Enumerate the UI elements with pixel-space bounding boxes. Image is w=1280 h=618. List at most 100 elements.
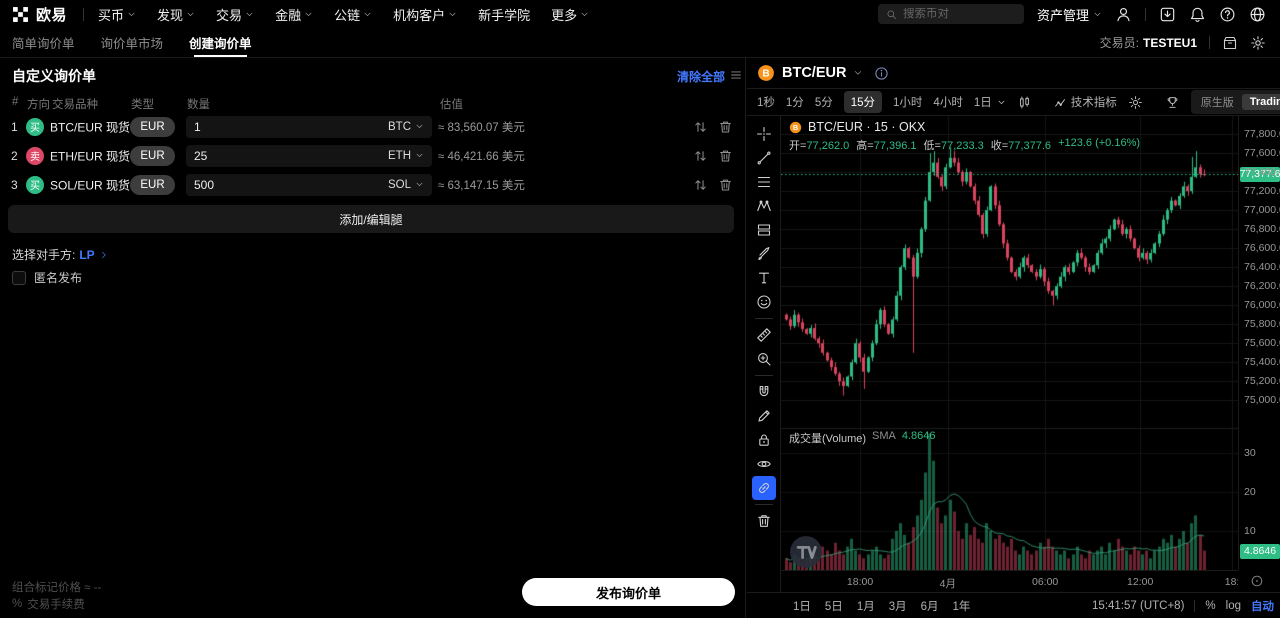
search-box[interactable] (877, 4, 1024, 24)
chart-settings-icon[interactable] (1128, 95, 1143, 110)
hide-drawings-tool[interactable] (752, 452, 776, 476)
range-1y[interactable]: 1年 (952, 600, 971, 613)
help-icon[interactable] (1219, 6, 1236, 23)
currency-pill[interactable]: EUR (130, 145, 175, 166)
swap-icon[interactable] (693, 119, 708, 134)
timeframe-1d[interactable]: 1日 (973, 97, 992, 109)
fib-tool[interactable] (752, 170, 776, 194)
language-icon[interactable] (1249, 6, 1266, 23)
menu-item-buy-crypto[interactable]: 买币 (98, 5, 136, 24)
okx-logo[interactable]: 欧易 (12, 4, 67, 25)
instrument-selector[interactable]: SOL/EUR 现货 (50, 178, 131, 192)
zoom-tool[interactable] (752, 347, 776, 371)
download-app-icon[interactable] (1159, 6, 1176, 23)
menu-item-trade[interactable]: 交易 (216, 5, 254, 24)
unit-dropdown[interactable]: SOL (388, 179, 424, 191)
sync-drawings-tool[interactable] (751, 476, 776, 500)
instrument-selector[interactable]: ETH/EUR 现货 (50, 149, 131, 163)
lock-drawings-tool[interactable] (752, 428, 776, 452)
menu-item-chain[interactable]: 公链 (334, 5, 372, 24)
search-input[interactable] (902, 8, 1016, 20)
unit-dropdown[interactable]: ETH (388, 150, 424, 162)
native-version-option[interactable]: 原生版 (1200, 97, 1234, 109)
delete-leg-icon[interactable] (718, 177, 733, 192)
range-5d[interactable]: 5日 (824, 600, 843, 613)
brush-tool[interactable] (752, 242, 776, 266)
pattern-tool[interactable] (752, 194, 776, 218)
panel-menu-icon[interactable] (729, 68, 743, 82)
amount-input[interactable] (194, 177, 388, 192)
candle-style-icon[interactable] (1017, 95, 1032, 110)
menu-item-discover[interactable]: 发现 (157, 5, 195, 24)
position-tool[interactable] (752, 218, 776, 242)
user-icon[interactable] (1115, 6, 1132, 23)
amount-input[interactable] (194, 148, 388, 163)
time-axis[interactable]: 18:00 4月 06:00 12:00 18: (781, 570, 1238, 592)
percent-scale-button[interactable]: % (1205, 599, 1216, 612)
row-index: 1 (11, 119, 18, 134)
drawing-mode-tool[interactable] (752, 404, 776, 428)
menu-item-institutions[interactable]: 机构客户 (393, 5, 457, 24)
notifications-icon[interactable] (1189, 6, 1206, 23)
chart-display-icon[interactable] (1165, 95, 1180, 110)
range-1d[interactable]: 1日 (793, 600, 811, 613)
publish-rfq-button[interactable]: 发布询价单 (522, 578, 735, 606)
go-to-realtime-icon[interactable] (1250, 574, 1264, 588)
indicators-button[interactable]: 技术指标 (1054, 94, 1117, 110)
chart-pair-selector[interactable]: BTC/EUR (782, 65, 847, 81)
menu-item-finance[interactable]: 金融 (275, 5, 313, 24)
instrument-selector[interactable]: BTC/EUR 现货 (50, 120, 131, 134)
settings-icon[interactable] (1250, 35, 1266, 51)
chevron-down-icon (415, 180, 424, 189)
price-axis[interactable]: 77,377.6 4.8646 77,800.0 77,600.0 77,400.0… (1238, 116, 1280, 570)
delete-leg-icon[interactable] (718, 119, 733, 134)
timeframe-15m[interactable]: 15分 (843, 91, 883, 113)
timeframe-1m[interactable]: 1分 (785, 97, 804, 109)
range-6mo[interactable]: 6月 (920, 600, 939, 613)
chevron-down-icon[interactable] (853, 68, 863, 78)
orders-history-icon[interactable] (1222, 35, 1238, 51)
chevron-right-icon[interactable] (112, 151, 122, 161)
tab-simple-rfq[interactable]: 简单询价单 (12, 37, 75, 51)
add-edit-legs-button[interactable]: 添加/编辑腿 (8, 205, 734, 233)
emoji-tool[interactable] (752, 290, 776, 314)
tab-rfq-market[interactable]: 询价单市场 (100, 37, 164, 51)
anonymous-checkbox[interactable] (12, 270, 26, 285)
currency-pill[interactable]: EUR (130, 174, 175, 195)
range-1mo[interactable]: 1月 (856, 600, 875, 613)
auto-scale-button[interactable]: 自动 (1251, 600, 1274, 613)
counterparty-link[interactable]: LP (79, 247, 95, 262)
crosshair-tool[interactable] (752, 122, 776, 146)
text-tool[interactable] (752, 266, 776, 290)
swap-icon[interactable] (693, 148, 708, 163)
range-3mo[interactable]: 3月 (888, 600, 907, 613)
price-chart-canvas[interactable] (781, 116, 1238, 570)
tab-create-rfq[interactable]: 创建询价单 (189, 28, 252, 57)
timeframe-5m[interactable]: 5分 (814, 97, 833, 109)
menu-item-more[interactable]: 更多 (551, 5, 589, 24)
amount-input[interactable] (194, 119, 388, 134)
unit-dropdown[interactable]: BTC (388, 121, 424, 133)
tradingview-option[interactable]: TradingView (1241, 94, 1280, 110)
info-icon[interactable] (874, 66, 889, 81)
swap-icon[interactable] (693, 177, 708, 192)
chart-plot-area[interactable]: B BTC/EUR · 15 · OKX 开=77,262.0 高=77,396… (781, 116, 1238, 570)
timeframe-4h[interactable]: 4小时 (933, 97, 963, 109)
magnet-tool[interactable] (752, 380, 776, 404)
chevron-right-icon[interactable] (112, 122, 122, 132)
delete-leg-icon[interactable] (718, 148, 733, 163)
price-tick: 75,400.0 (1244, 356, 1280, 369)
chevron-right-icon[interactable] (112, 180, 122, 190)
timeframe-1h[interactable]: 1小时 (893, 97, 923, 109)
remove-drawings-tool[interactable] (752, 509, 776, 533)
clear-all-link[interactable]: 清除全部 (676, 70, 725, 84)
menu-item-academy[interactable]: 新手学院 (478, 7, 531, 23)
log-scale-button[interactable]: log (1225, 599, 1241, 612)
timeframe-1s[interactable]: 1秒 (757, 97, 775, 109)
asset-management-menu[interactable]: 资产管理 (1037, 5, 1102, 24)
trendline-tool[interactable] (752, 146, 776, 170)
measure-tool[interactable] (752, 323, 776, 347)
currency-pill[interactable]: EUR (130, 116, 175, 137)
timeframe-more-chevron[interactable] (997, 98, 1006, 107)
anonymous-label: 匿名发布 (34, 271, 83, 285)
